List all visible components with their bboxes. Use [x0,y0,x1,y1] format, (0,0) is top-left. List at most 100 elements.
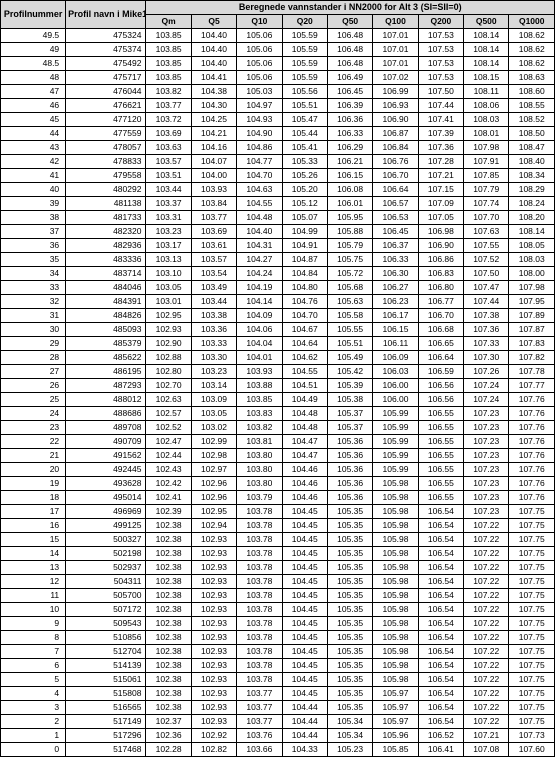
cell-q: 103.76 [237,729,282,743]
cell-q: 107.23 [464,477,509,491]
cell-q: 107.08 [464,743,509,757]
cell-q: 102.93 [191,561,236,575]
cell-q: 107.09 [418,197,463,211]
table-row: 16499125102.38102.94103.78104.45105.3510… [1,519,555,533]
cell-profilnavn: 517149 [66,715,146,729]
cell-q: 104.84 [282,267,327,281]
cell-q: 107.75 [509,519,555,533]
cell-q: 103.31 [146,211,191,225]
cell-q: 105.59 [282,71,327,85]
cell-q: 108.05 [509,239,555,253]
cell-q: 107.75 [509,561,555,575]
cell-q: 107.76 [509,491,555,505]
cell-q: 103.78 [237,561,282,575]
cell-q: 103.33 [191,337,236,351]
cell-q: 107.85 [464,169,509,183]
cell-q: 102.93 [191,617,236,631]
cell-q: 103.05 [191,407,236,421]
cell-profilnavn: 489708 [66,421,146,435]
cell-profilnavn: 485379 [66,337,146,351]
cell-q: 106.36 [327,113,372,127]
cell-q: 104.45 [282,617,327,631]
header-profilnavn: Profil navn i Mike11 (avstand fra Aursun… [66,1,146,29]
cell-q: 103.78 [237,617,282,631]
cell-q: 104.40 [191,29,236,43]
cell-q: 107.76 [509,449,555,463]
cell-q: 108.62 [509,43,555,57]
table-row: 11505700102.38102.93103.78104.45105.3510… [1,589,555,603]
cell-q: 108.62 [509,57,555,71]
cell-q: 104.45 [282,505,327,519]
cell-q: 107.75 [509,645,555,659]
cell-q: 102.38 [146,645,191,659]
cell-q: 104.00 [191,169,236,183]
cell-q: 104.40 [191,57,236,71]
cell-q: 108.14 [464,57,509,71]
cell-profilnummer: 21 [1,449,66,463]
cell-q: 104.55 [282,365,327,379]
cell-q: 104.80 [282,281,327,295]
table-row: 28485622102.88103.30104.01104.62105.4910… [1,351,555,365]
cell-q: 107.87 [509,323,555,337]
cell-q: 105.98 [373,645,418,659]
cell-profilnavn: 514139 [66,659,146,673]
cell-q: 106.45 [327,85,372,99]
cell-q: 103.51 [146,169,191,183]
cell-q: 105.63 [327,295,372,309]
cell-q: 102.94 [191,519,236,533]
cell-q: 102.93 [191,715,236,729]
cell-q: 103.77 [146,99,191,113]
header-q50: Q50 [327,15,372,29]
cell-q: 106.30 [373,267,418,281]
cell-q: 105.98 [373,617,418,631]
cell-q: 106.54 [418,715,463,729]
cell-q: 108.00 [509,267,555,281]
cell-q: 106.84 [373,141,418,155]
cell-q: 104.48 [282,407,327,421]
table-row: 10507172102.38102.93103.78104.45105.3510… [1,603,555,617]
cell-q: 107.53 [418,57,463,71]
cell-q: 106.54 [418,589,463,603]
cell-q: 107.75 [509,631,555,645]
cell-profilnavn: 510856 [66,631,146,645]
cell-q: 105.35 [327,589,372,603]
cell-q: 107.75 [509,547,555,561]
cell-q: 106.98 [418,225,463,239]
cell-q: 105.36 [327,435,372,449]
cell-q: 102.93 [191,701,236,715]
cell-q: 104.87 [282,253,327,267]
cell-q: 107.41 [418,113,463,127]
cell-q: 102.95 [191,505,236,519]
cell-q: 107.01 [373,43,418,57]
cell-profilnavn: 515061 [66,673,146,687]
cell-q: 105.35 [327,533,372,547]
cell-q: 107.22 [464,715,509,729]
cell-q: 106.56 [418,393,463,407]
cell-q: 104.09 [237,309,282,323]
cell-q: 102.38 [146,519,191,533]
cell-q: 108.55 [509,99,555,113]
cell-q: 105.95 [327,211,372,225]
cell-q: 104.63 [237,183,282,197]
cell-q: 107.95 [509,295,555,309]
cell-q: 107.75 [509,603,555,617]
cell-q: 107.22 [464,687,509,701]
table-row: 41479558103.51104.00104.70105.26106.1510… [1,169,555,183]
cell-q: 105.35 [327,645,372,659]
cell-q: 104.46 [282,491,327,505]
cell-q: 106.54 [418,561,463,575]
cell-q: 103.85 [146,57,191,71]
cell-q: 107.22 [464,645,509,659]
table-row: 31484826102.95103.38104.09104.70105.5810… [1,309,555,323]
header-q100: Q100 [373,15,418,29]
cell-q: 103.77 [237,715,282,729]
cell-q: 107.55 [464,239,509,253]
cell-profilnavn: 477559 [66,127,146,141]
cell-q: 105.23 [327,743,372,757]
cell-q: 102.99 [191,435,236,449]
cell-q: 106.70 [418,309,463,323]
cell-q: 107.98 [464,141,509,155]
cell-q: 104.77 [237,155,282,169]
cell-profilnavn: 516565 [66,701,146,715]
cell-q: 107.91 [464,155,509,169]
